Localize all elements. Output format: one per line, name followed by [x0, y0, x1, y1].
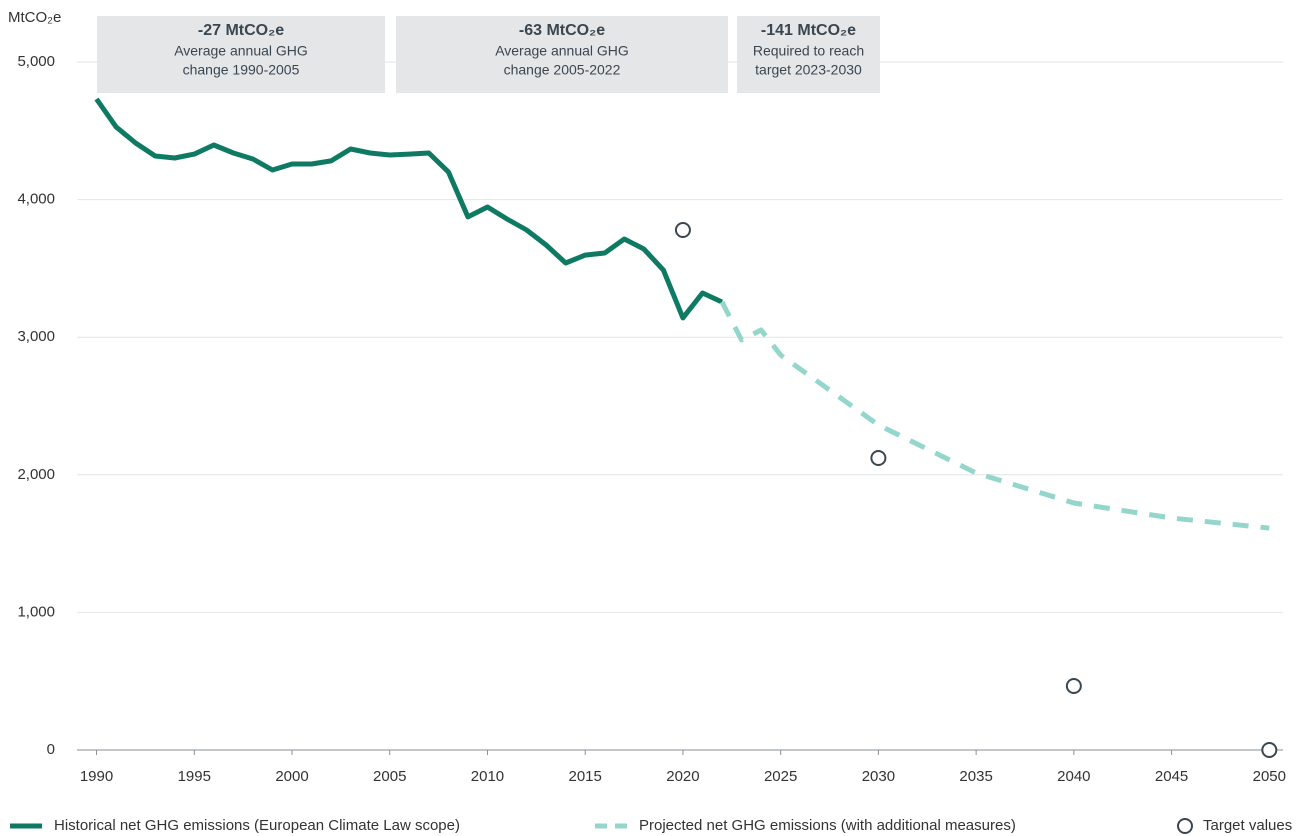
annotation-box	[737, 16, 880, 93]
y-tick-label: 4,000	[17, 191, 55, 208]
data-line	[719, 300, 1270, 531]
y-tick-label: 3,000	[17, 328, 55, 345]
x-tick-label: 2025	[764, 768, 797, 785]
annotation-text: change 2005-2022	[504, 62, 621, 78]
target-marker	[1261, 742, 1278, 758]
annotation-title: -27 MtCO₂e	[198, 22, 284, 39]
annotation-text: Required to reach	[753, 43, 864, 59]
target-marker	[870, 450, 887, 467]
y-tick-label: 5,000	[17, 53, 55, 70]
x-tick-label: 2045	[1155, 768, 1188, 785]
x-tick-label: 2010	[471, 768, 504, 785]
annotation-text: Average annual GHG	[495, 43, 629, 59]
annotation-box	[396, 16, 728, 93]
x-tick-label: 1995	[178, 768, 211, 785]
annotation-title: -141 MtCO₂e	[761, 22, 856, 39]
legend-label: Historical net GHG emissions (European C…	[54, 817, 460, 834]
annotation-title: -63 MtCO₂e	[519, 22, 605, 39]
data-line	[94, 97, 724, 321]
y-tick-label: 1,000	[17, 603, 55, 620]
x-tick-label: 2000	[275, 768, 308, 785]
y-axis-label: MtCO₂e	[8, 9, 61, 26]
annotation-text: target 2023-2030	[755, 62, 862, 78]
annotation-text: change 1990-2005	[183, 62, 300, 78]
target-marker	[674, 222, 691, 239]
legend-marker	[1177, 818, 1193, 834]
x-tick-label: 2020	[666, 768, 699, 785]
x-tick-label: 2035	[959, 768, 992, 785]
legend-label: Target values	[1203, 817, 1292, 834]
y-tick-label: 2,000	[17, 466, 55, 483]
x-tick-label: 2050	[1253, 768, 1286, 785]
annotation-text: Average annual GHG	[174, 43, 308, 59]
target-marker	[1065, 678, 1082, 695]
x-tick-label: 2030	[862, 768, 895, 785]
x-tick-label: 2005	[373, 768, 406, 785]
legend-label: Projected net GHG emissions (with additi…	[639, 817, 1016, 834]
x-tick-label: 1990	[80, 768, 113, 785]
annotation-box	[97, 16, 385, 93]
x-tick-label: 2040	[1057, 768, 1090, 785]
y-tick-label: 0	[47, 741, 55, 758]
x-tick-label: 2015	[569, 768, 602, 785]
